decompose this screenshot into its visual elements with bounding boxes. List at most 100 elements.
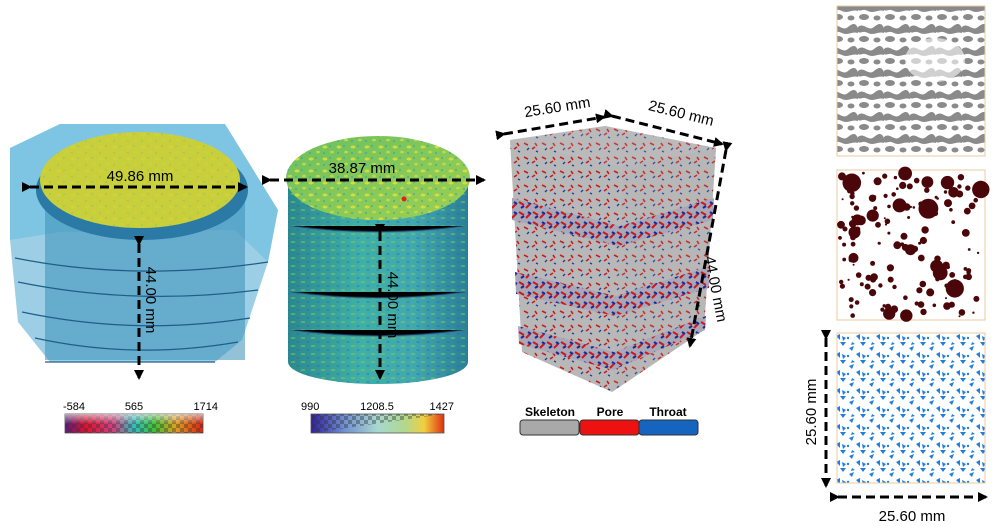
pore-circle <box>913 177 920 184</box>
pore-circle <box>921 226 929 234</box>
pore-circle <box>918 198 939 219</box>
cylinder-panel: 38.87 mm 44.00 mm <box>262 136 486 384</box>
pore-circle <box>870 260 876 266</box>
pore-circle <box>838 172 846 181</box>
pore-circle <box>892 198 907 213</box>
pore-circle <box>837 220 845 229</box>
pore-circle <box>839 279 844 285</box>
pore-circle <box>957 184 962 189</box>
legend-throat-label: Throat <box>649 405 686 419</box>
skeleton-slice <box>836 5 986 157</box>
pore-circle <box>939 271 947 279</box>
pore-circle <box>842 242 847 247</box>
pore-circle <box>967 248 971 251</box>
pore-circle <box>917 254 925 262</box>
cube-front-face <box>510 140 622 392</box>
pore-circle <box>898 166 912 181</box>
cube-pore-bands <box>512 198 714 370</box>
pore-circle <box>948 187 959 198</box>
pore-network-cube: 25.60 mm 25.60 mm 44.00 mm <box>495 94 733 392</box>
pore-circle <box>973 295 980 302</box>
pore-circle <box>963 267 968 271</box>
pore-circle <box>842 173 862 193</box>
legend-pore-swatch <box>579 419 640 436</box>
pore-circle <box>886 264 895 272</box>
pore-circle <box>884 218 891 225</box>
pore-circle <box>891 192 896 197</box>
slice-panel: 25.60 mm 25.60 mm <box>803 5 990 525</box>
pore-circle <box>882 304 886 308</box>
pore-circle <box>850 313 855 318</box>
pore-circle <box>920 308 927 316</box>
pore-circle <box>965 185 971 191</box>
pore-circle <box>899 181 907 189</box>
pore-circle <box>866 209 879 222</box>
pore-circle <box>859 282 864 287</box>
pore-circle <box>916 287 923 294</box>
pore-circle <box>912 206 916 209</box>
colorbar-2-max: 1427 <box>430 401 454 413</box>
legend-pore-label: Pore <box>597 405 624 419</box>
pore-circle <box>883 307 896 320</box>
throat-slice <box>836 332 986 484</box>
pore-circle <box>850 234 856 241</box>
colorbar-1-mid: 565 <box>125 401 143 413</box>
pore-circle <box>854 300 860 305</box>
pore-circle <box>849 304 854 309</box>
pore-circle <box>878 283 883 288</box>
pore-circle <box>906 183 913 190</box>
legend-throat-swatch <box>638 419 699 436</box>
colorbar-2: 990 1208.5 1427 <box>301 401 454 434</box>
colorbar-2-min: 990 <box>301 401 319 413</box>
pore-circle <box>873 177 882 186</box>
pore-circle <box>972 311 975 314</box>
pore-circle <box>850 201 855 206</box>
pore-circle <box>887 204 891 209</box>
pore-circle <box>887 231 891 235</box>
pore-circle <box>924 187 930 193</box>
pore-circle <box>949 208 953 212</box>
cylinder-height-label: 44.00 mm <box>384 272 401 339</box>
pore-circle <box>943 302 951 310</box>
pore-circle <box>883 217 886 220</box>
cube-top-right-label: 25.60 mm <box>647 97 716 130</box>
pore-circle <box>847 278 850 281</box>
colorbar-1-max: 1714 <box>194 401 218 413</box>
slice-horizontal-label: 25.60 mm <box>879 508 946 525</box>
pore-circle <box>921 176 934 189</box>
colorbar-1: -584 565 1714 <box>63 401 218 434</box>
pore-circle <box>936 197 939 200</box>
pore-circle <box>973 197 978 203</box>
pore-circle <box>856 215 866 226</box>
pore-circle <box>893 241 902 250</box>
pore-circle <box>838 236 842 240</box>
pore-circle <box>945 181 952 189</box>
cylinder-diameter-label: 38.87 mm <box>329 160 396 177</box>
cube-top-left-label: 25.60 mm <box>523 94 592 121</box>
pore-circle <box>919 280 927 288</box>
pore-circle <box>877 241 881 245</box>
pore-circle <box>949 272 956 278</box>
pore-circle <box>893 175 898 180</box>
pore-circle <box>848 257 854 263</box>
pore-circle <box>976 251 980 255</box>
pore-circle <box>945 279 964 298</box>
phase-legend: Skeleton Pore Throat <box>519 405 699 436</box>
pore-circle <box>958 309 966 316</box>
pore-circle <box>862 171 865 175</box>
pore-circle <box>892 284 897 290</box>
pore-circle <box>880 307 885 312</box>
pore-circle <box>883 193 888 198</box>
pore-circle <box>900 309 913 322</box>
pore-circle <box>926 288 935 297</box>
pore-circle <box>852 263 855 266</box>
pore-circle <box>857 218 860 221</box>
core-height-label: 44.00 mm <box>142 267 159 334</box>
cube-top-right-arrow <box>603 109 724 147</box>
colorbar-1-min: -584 <box>63 401 85 413</box>
pore-circle <box>919 236 928 245</box>
pore-circle <box>869 289 877 297</box>
cube-top-left-arrow <box>495 113 606 141</box>
slice-vertical-label: 25.60 mm <box>803 379 820 446</box>
